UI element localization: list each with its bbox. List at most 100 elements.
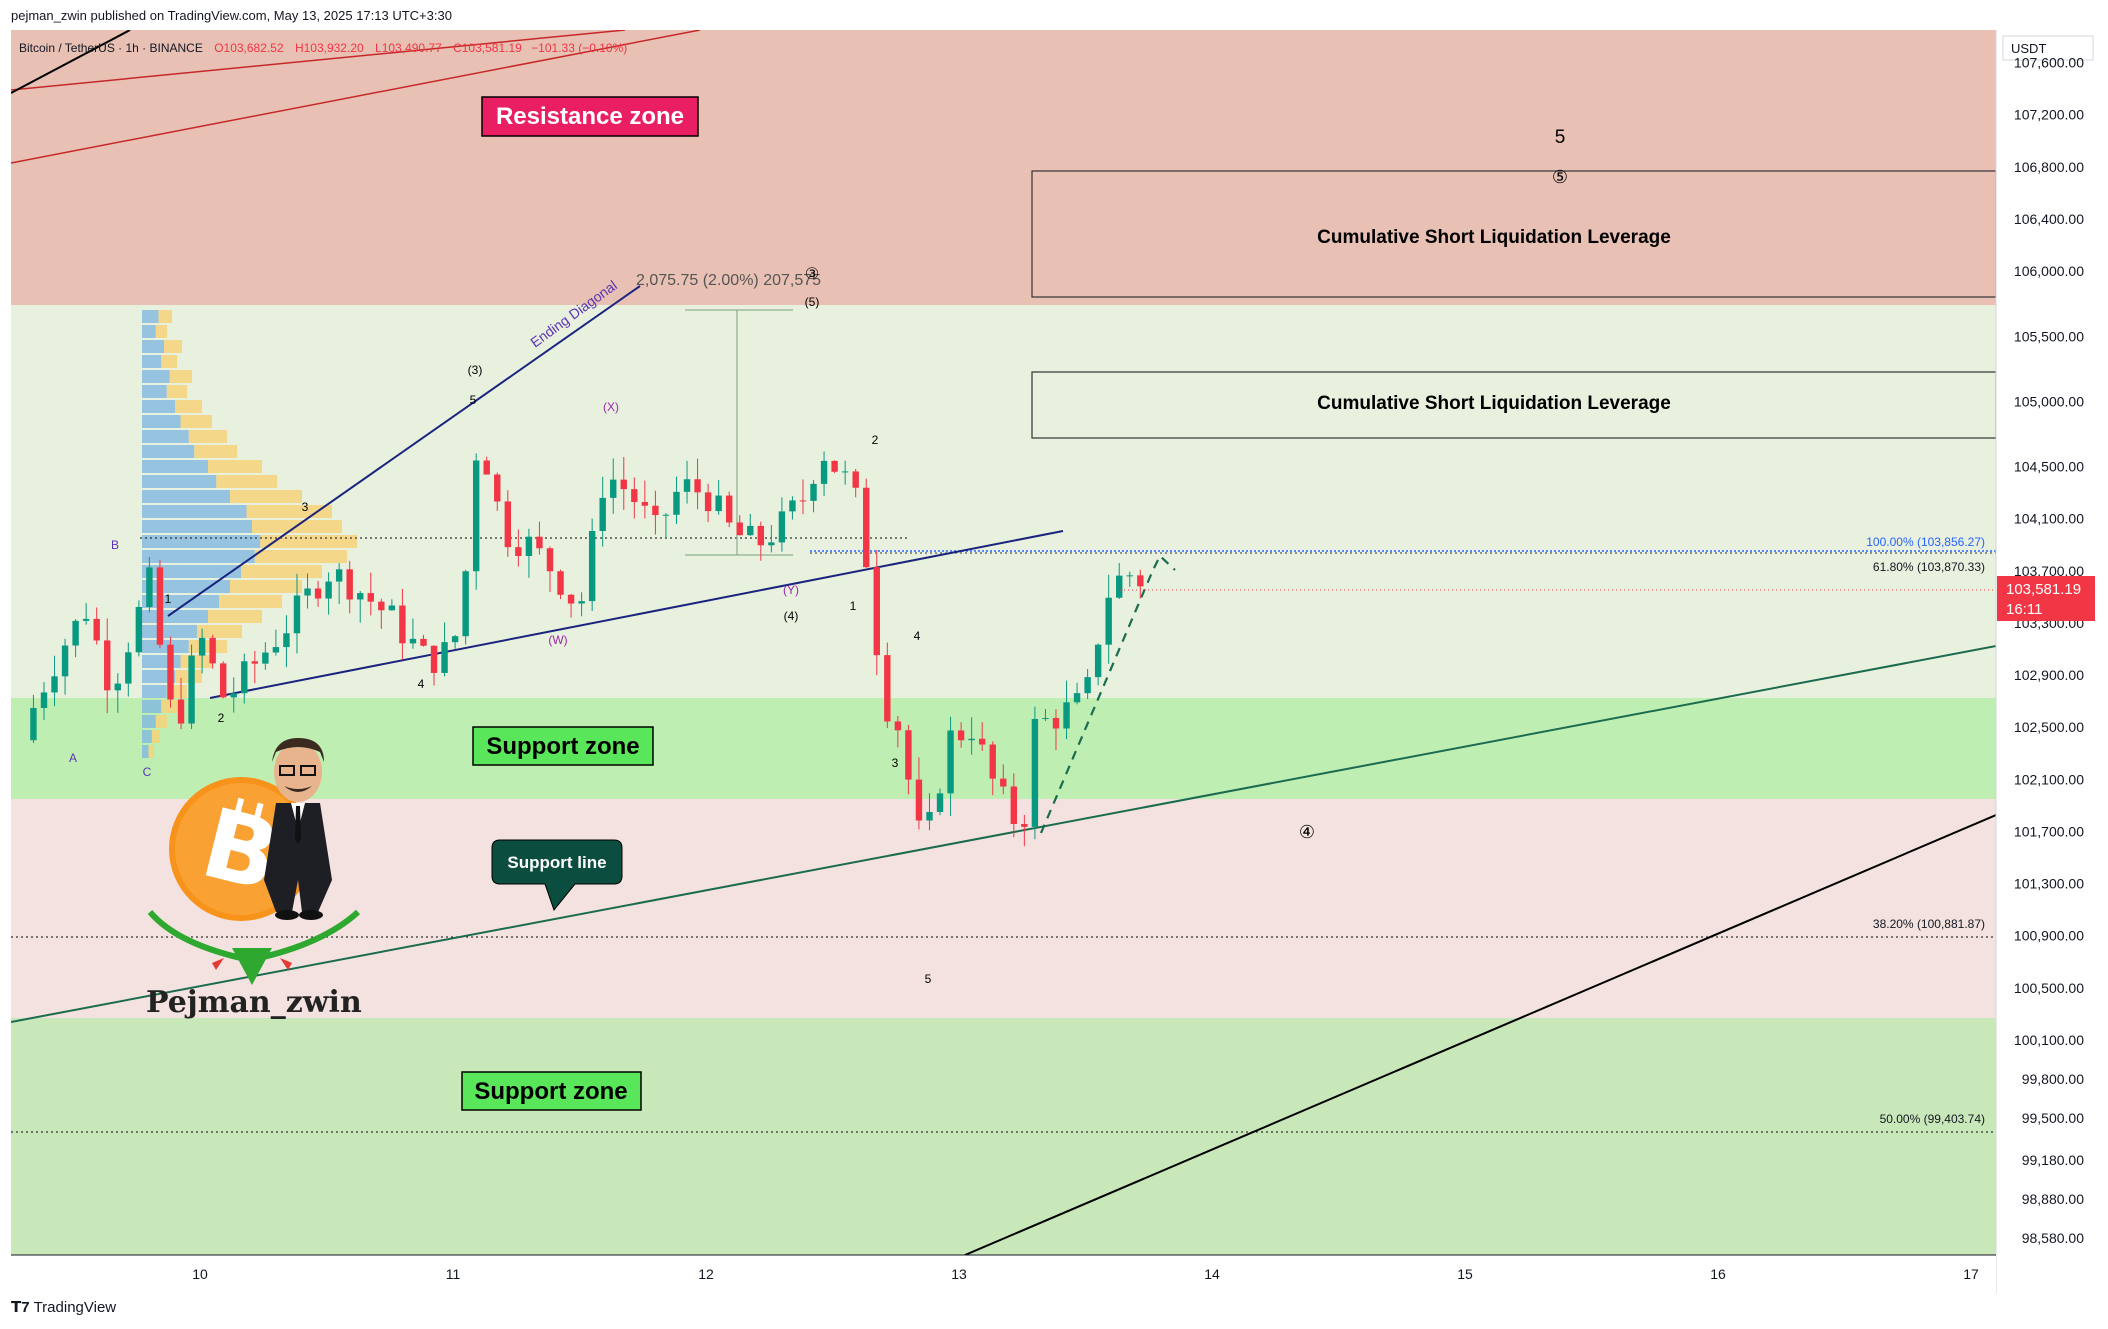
candle[interactable] (409, 618, 417, 649)
candle[interactable] (810, 480, 817, 513)
candle[interactable] (1105, 574, 1112, 664)
candle[interactable] (957, 722, 965, 748)
candle[interactable] (188, 644, 195, 730)
candle[interactable] (198, 628, 206, 674)
candle[interactable] (884, 642, 891, 728)
candle[interactable] (673, 476, 680, 524)
candle[interactable] (789, 496, 796, 520)
candle[interactable] (283, 615, 290, 668)
support-zone-lower-label[interactable]: Support zone (461, 1071, 642, 1111)
candle[interactable] (209, 634, 216, 669)
candle[interactable] (852, 468, 859, 498)
candles[interactable] (30, 451, 1144, 847)
candle[interactable] (251, 650, 259, 684)
candle[interactable] (378, 598, 385, 629)
candle[interactable] (325, 572, 332, 615)
candle[interactable] (757, 521, 765, 561)
candle[interactable] (420, 634, 427, 647)
candle[interactable] (1042, 709, 1049, 722)
candle[interactable] (978, 722, 986, 752)
candle[interactable] (557, 569, 564, 600)
candle[interactable] (399, 588, 406, 660)
candle[interactable] (778, 497, 786, 552)
candle[interactable] (472, 453, 480, 590)
candle[interactable] (51, 655, 58, 707)
resistance-zone-label[interactable]: Resistance zone (481, 96, 699, 137)
candle[interactable] (230, 677, 237, 713)
candle[interactable] (725, 491, 733, 528)
candle[interactable] (831, 460, 838, 474)
support-zone-upper-label[interactable]: Support zone (472, 726, 654, 766)
candle[interactable] (662, 512, 670, 538)
candle[interactable] (304, 573, 311, 609)
candle[interactable] (335, 563, 343, 604)
ohlc-legend[interactable]: Bitcoin / TetherUS · 1h · BINANCE O103,6… (19, 41, 627, 55)
candle[interactable] (1010, 773, 1018, 838)
candle[interactable] (262, 642, 269, 670)
candle[interactable] (715, 480, 722, 515)
candle[interactable] (388, 599, 396, 611)
candle[interactable] (451, 634, 459, 649)
time-axis[interactable]: 10 11 12 13 14 15 16 17 (11, 1254, 1996, 1293)
candle[interactable] (546, 546, 554, 592)
candle[interactable] (219, 661, 227, 699)
candle[interactable] (989, 741, 996, 796)
candle[interactable] (610, 458, 617, 514)
candle[interactable] (93, 607, 100, 645)
candle[interactable] (968, 717, 975, 755)
candle[interactable] (768, 525, 775, 553)
candle[interactable] (905, 724, 912, 795)
price-axis[interactable]: USDT 107,600.00 107,200.00 106,800.00 106,4… (1995, 30, 2108, 1293)
candle[interactable] (167, 636, 174, 708)
candle[interactable] (1116, 562, 1123, 599)
candle[interactable] (567, 594, 575, 618)
candle[interactable] (936, 788, 944, 816)
candle[interactable] (156, 559, 164, 649)
candle[interactable] (915, 757, 923, 830)
candle[interactable] (799, 479, 807, 515)
candle[interactable] (72, 619, 79, 658)
candle[interactable] (40, 682, 48, 720)
candle[interactable] (462, 569, 469, 645)
candle[interactable] (272, 629, 280, 656)
candle[interactable] (1126, 571, 1133, 587)
candle[interactable] (599, 476, 606, 547)
candle[interactable] (367, 572, 374, 616)
candle[interactable] (515, 529, 522, 567)
candle[interactable] (652, 490, 659, 535)
candle[interactable] (146, 556, 153, 613)
candle[interactable] (293, 573, 301, 654)
candle[interactable] (30, 694, 37, 743)
candle[interactable] (135, 600, 143, 657)
candle[interactable] (441, 622, 448, 677)
candle[interactable] (704, 483, 712, 523)
candle[interactable] (873, 550, 880, 676)
candle[interactable] (525, 528, 533, 578)
candle[interactable] (1084, 669, 1091, 699)
candle[interactable] (357, 590, 364, 623)
candle[interactable] (125, 642, 132, 697)
candle[interactable] (1094, 643, 1102, 686)
candle[interactable] (104, 618, 111, 714)
candle[interactable] (536, 521, 543, 555)
candle[interactable] (631, 477, 638, 519)
candle[interactable] (947, 716, 954, 816)
candle[interactable] (747, 513, 754, 536)
candle[interactable] (82, 603, 90, 625)
candle[interactable] (1021, 814, 1028, 847)
candle[interactable] (241, 653, 248, 704)
candle[interactable] (1000, 764, 1007, 795)
candle[interactable] (1073, 682, 1081, 705)
candle[interactable] (588, 518, 596, 611)
candle[interactable] (894, 716, 902, 748)
candle[interactable] (578, 592, 585, 617)
candle[interactable] (926, 793, 933, 831)
candle[interactable] (683, 460, 691, 504)
candle[interactable] (494, 472, 501, 511)
candle[interactable] (346, 560, 353, 614)
candle[interactable] (314, 580, 322, 607)
candle[interactable] (177, 677, 185, 730)
candle[interactable] (694, 458, 701, 510)
candle[interactable] (483, 456, 490, 475)
